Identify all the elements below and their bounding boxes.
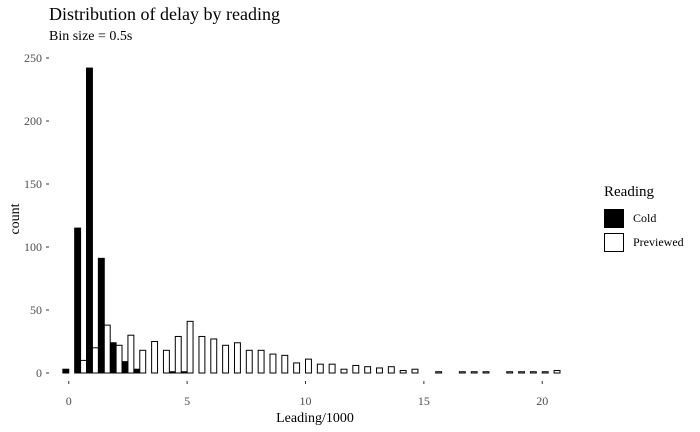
bar-previewed-19.5 — [529, 371, 537, 374]
x-tick-label-10: 10 — [300, 394, 312, 408]
legend-item-previewed: Previewed — [604, 231, 684, 254]
bar-previewed-5 — [186, 320, 194, 374]
legend-key-previewed — [604, 233, 624, 252]
bar-previewed-1 — [91, 347, 99, 374]
x-tick-label-0: 0 — [66, 394, 72, 408]
legend-item-cold: Cold — [604, 207, 684, 230]
x-tick-label-5: 5 — [184, 394, 190, 408]
x-axis-label: Leading/1000 — [276, 411, 354, 426]
bar-previewed-2 — [115, 344, 123, 374]
legend-title: Reading — [604, 184, 654, 200]
bar-previewed-8.5 — [269, 353, 277, 374]
y-tick-label-0: 0 — [36, 366, 42, 380]
bar-previewed-10 — [305, 358, 312, 374]
legend-label-previewed: Previewed — [633, 235, 684, 249]
bar-cold-1 — [86, 67, 93, 374]
bar-cold-5 — [180, 371, 188, 374]
bar-previewed-0.5 — [80, 359, 88, 374]
bar-previewed-10.5 — [316, 363, 324, 374]
legend: Reading Cold Previewed — [604, 184, 684, 255]
y-tick-label-100: 100 — [24, 240, 42, 254]
bar-previewed-4.5 — [174, 335, 182, 374]
y-tick-label-50: 50 — [30, 303, 42, 317]
bar-cold-2 — [109, 342, 117, 374]
bar-previewed-18.5 — [506, 371, 514, 374]
bar-previewed-3.5 — [151, 341, 159, 374]
bar-previewed-6 — [210, 338, 218, 374]
x-tick-label-15: 15 — [418, 394, 430, 408]
bar-previewed-12 — [352, 364, 360, 374]
y-axis: 0 50 100 150 200 250 — [24, 51, 49, 380]
legend-key-cold — [604, 209, 624, 228]
bar-cold-0.5 — [74, 227, 82, 374]
bar-previewed-12.5 — [364, 366, 372, 374]
bar-previewed-5.5 — [198, 335, 206, 374]
bar-cold-0 — [62, 368, 70, 374]
bar-previewed-8 — [257, 349, 265, 374]
chart-subtitle: Bin size = 0.5s — [49, 29, 133, 44]
bar-previewed-14.5 — [411, 368, 419, 374]
bar-previewed-6.5 — [222, 344, 230, 374]
bar-previewed-3 — [139, 349, 147, 374]
bar-previewed-13 — [376, 367, 383, 374]
bar-previewed-17.5 — [482, 371, 490, 374]
bar-previewed-17 — [470, 371, 478, 374]
bar-previewed-13.5 — [387, 366, 395, 374]
bar-previewed-20 — [541, 371, 549, 374]
bar-cold-1.5 — [97, 257, 105, 374]
legend-label-cold: Cold — [633, 211, 657, 225]
bar-previewed-7.5 — [245, 349, 253, 374]
bar-previewed-11.5 — [340, 368, 348, 374]
y-axis-label: count — [8, 203, 23, 234]
bar-previewed-7 — [233, 342, 241, 374]
bar-previewed-15.5 — [435, 371, 443, 374]
y-tick-label-250: 250 — [24, 51, 42, 65]
bar-previewed-1.5 — [103, 324, 111, 374]
y-tick-label-150: 150 — [24, 177, 42, 191]
bar-previewed-2.5 — [127, 334, 135, 374]
bar-cold-4.5 — [168, 371, 176, 374]
bar-cold-3 — [133, 368, 141, 374]
chart-title: Distribution of delay by reading — [49, 4, 280, 24]
bar-previewed-16.5 — [458, 371, 466, 374]
bar-previewed-9.5 — [293, 362, 301, 374]
x-axis: 0 5 10 15 20 — [66, 381, 548, 408]
bar-previewed-20.5 — [553, 369, 561, 374]
y-tick-label-200: 200 — [24, 114, 42, 128]
bar-cold-2.5 — [121, 361, 129, 374]
bar-previewed-19 — [518, 371, 525, 374]
bar-previewed-4 — [162, 349, 170, 374]
bar-previewed-9 — [281, 354, 289, 374]
bar-previewed-11 — [328, 363, 336, 374]
x-tick-label-20: 20 — [536, 394, 548, 408]
bar-previewed-14 — [399, 369, 407, 374]
bars-group — [62, 67, 561, 374]
